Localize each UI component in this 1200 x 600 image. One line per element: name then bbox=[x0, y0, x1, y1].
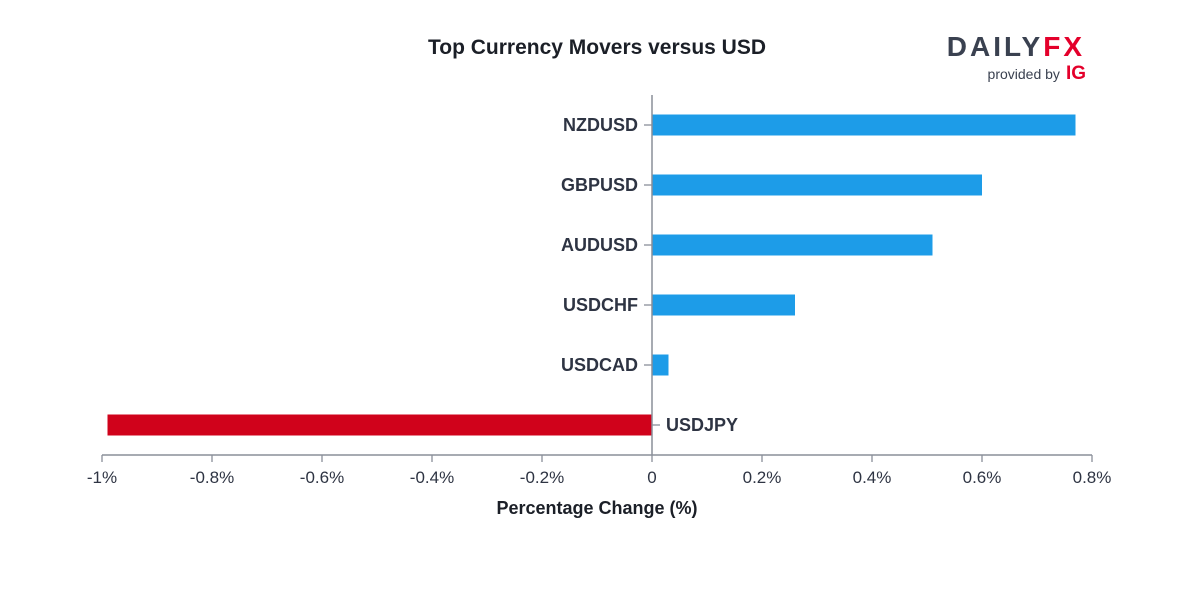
category-label-usdchf: USDCHF bbox=[563, 295, 638, 315]
x-tick-label: -1% bbox=[87, 468, 117, 487]
chart-title: Top Currency Movers versus USD bbox=[428, 36, 766, 59]
category-label-audusd: AUDUSD bbox=[561, 235, 638, 255]
x-tick-label: -0.4% bbox=[410, 468, 454, 487]
x-tick-label: -0.8% bbox=[190, 468, 234, 487]
category-label-gbpusd: GBPUSD bbox=[561, 175, 638, 195]
x-tick-label: 0.6% bbox=[963, 468, 1002, 487]
x-tick-label: -0.6% bbox=[300, 468, 344, 487]
x-tick-label: 0.8% bbox=[1073, 468, 1112, 487]
x-axis-title: Percentage Change (%) bbox=[496, 498, 697, 518]
bar-usdjpy bbox=[108, 415, 653, 436]
plot-area: NZDUSD GBPUSD AUDUSD USDCHF USDCAD USDJPY -1% -… bbox=[87, 95, 1111, 487]
x-tick-label: -0.2% bbox=[520, 468, 564, 487]
bar-audusd bbox=[652, 235, 933, 256]
bar-usdchf bbox=[652, 295, 795, 316]
brand-name-daily: DAILY bbox=[947, 31, 1043, 62]
bar-nzdusd bbox=[652, 115, 1076, 136]
category-label-usdjpy: USDJPY bbox=[666, 415, 738, 435]
x-tick-label: 0.4% bbox=[853, 468, 892, 487]
svg-text:DAILYFX: DAILYFX bbox=[947, 31, 1085, 62]
brand-partner-logo: IG bbox=[1066, 63, 1086, 84]
brand-logo: DAILYFX provided by IG bbox=[947, 31, 1086, 84]
category-label-nzdusd: NZDUSD bbox=[563, 115, 638, 135]
x-tick-label: 0.2% bbox=[743, 468, 782, 487]
bar-gbpusd bbox=[652, 175, 982, 196]
brand-name-fx: FX bbox=[1043, 31, 1085, 62]
x-tick-label: 0 bbox=[647, 468, 656, 487]
bar-usdcad bbox=[652, 355, 669, 376]
brand-provided-by: provided by bbox=[988, 66, 1060, 82]
category-label-usdcad: USDCAD bbox=[561, 355, 638, 375]
